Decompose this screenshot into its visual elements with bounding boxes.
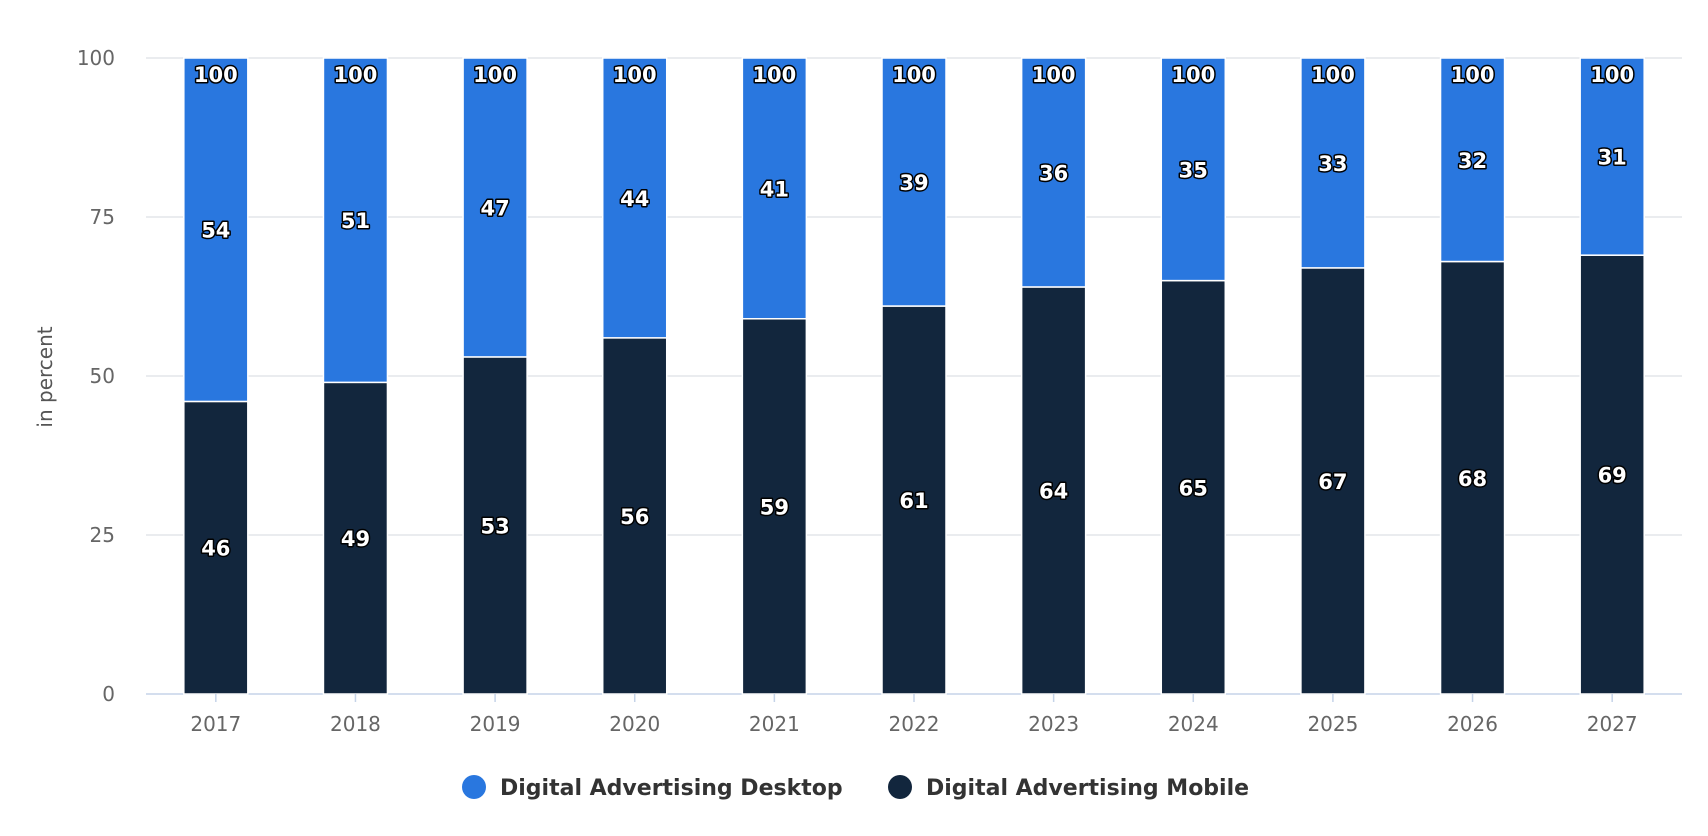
total-label-2019: 100 (473, 63, 517, 87)
total-label-2026: 100 (1451, 63, 1495, 87)
data-label-desktop-2027: 31 (1598, 146, 1627, 170)
bar-desktop-2020 (601, 57, 668, 339)
data-label-mobile-2022: 61 (899, 489, 928, 513)
total-label-2023: 100 (1032, 63, 1076, 87)
data-label-mobile-2019: 53 (480, 514, 509, 538)
data-label-desktop-2023: 36 (1039, 161, 1068, 185)
data-label-mobile-2024: 65 (1179, 476, 1208, 500)
data-label-mobile-2018: 49 (341, 527, 370, 551)
legend-label-0[interactable]: Digital Advertising Desktop (500, 776, 843, 801)
x-tick-label-2020: 2020 (609, 712, 660, 736)
x-tick-label-2024: 2024 (1168, 712, 1219, 736)
data-label-desktop-2025: 33 (1318, 152, 1347, 176)
x-tick-label-2017: 2017 (190, 712, 241, 736)
bar-desktop-2027 (1579, 57, 1645, 256)
y-tick-label: 0 (102, 682, 115, 706)
bar-desktop-2025 (1300, 57, 1366, 269)
total-label-2017: 100 (194, 63, 238, 87)
bar-desktop-2019 (462, 57, 528, 358)
bar-desktop-2023 (1020, 57, 1087, 288)
x-tick-label-2026: 2026 (1447, 712, 1498, 736)
total-label-2025: 100 (1311, 63, 1355, 87)
data-label-mobile-2026: 68 (1458, 467, 1487, 491)
bar-desktop-2026 (1439, 57, 1506, 263)
bars (183, 57, 1645, 695)
bar-mobile-2024 (1160, 279, 1227, 695)
data-label-desktop-2022: 39 (899, 171, 928, 195)
total-label-2024: 100 (1171, 63, 1215, 87)
total-label-2021: 100 (752, 63, 796, 87)
total-label-2020: 100 (613, 63, 657, 87)
data-label-desktop-2024: 35 (1179, 158, 1208, 182)
y-axis-title: in percent (33, 326, 57, 427)
y-tick-label: 25 (90, 523, 115, 547)
data-labels: 46 54 100 49 51 100 53 47 100 56 44 100 59 41 100 61 39 1… (192, 62, 1635, 563)
legend-marker-0[interactable] (462, 775, 486, 799)
x-tick-label-2021: 2021 (749, 712, 800, 736)
bar-mobile-2026 (1439, 260, 1506, 695)
bar-mobile-2023 (1020, 286, 1087, 695)
total-label-2027: 100 (1590, 63, 1634, 87)
legend-marker-1[interactable] (888, 775, 912, 799)
bar-desktop-2024 (1160, 57, 1227, 282)
total-label-2018: 100 (334, 63, 378, 87)
legend-label-1[interactable]: Digital Advertising Mobile (926, 776, 1249, 801)
data-label-desktop-2021: 41 (760, 177, 789, 201)
bar-desktop-2022 (881, 57, 947, 307)
y-tick-label: 75 (90, 205, 115, 229)
data-label-mobile-2020: 56 (620, 505, 649, 529)
data-label-mobile-2023: 64 (1039, 479, 1068, 503)
x-axis: 2017 2018 2019 2020 2021 2022 2023 2024 2025 2026… (190, 694, 1638, 736)
y-axis: 0 25 50 75 100 (77, 46, 115, 706)
bar-mobile-2021 (741, 318, 808, 695)
data-label-desktop-2020: 44 (620, 187, 649, 211)
bar-mobile-2022 (881, 305, 947, 695)
x-tick-label-2018: 2018 (330, 712, 381, 736)
y-tick-label: 50 (90, 364, 115, 388)
data-label-mobile-2025: 67 (1318, 470, 1347, 494)
bar-desktop-2017 (183, 57, 249, 403)
legend: Digital Advertising Desktop Digital Adver… (462, 775, 1249, 801)
data-label-desktop-2017: 54 (201, 219, 230, 243)
bar-mobile-2027 (1579, 254, 1645, 695)
data-label-mobile-2027: 69 (1598, 464, 1627, 488)
x-tick-label-2027: 2027 (1587, 712, 1638, 736)
bar-mobile-2020 (601, 337, 668, 695)
data-label-mobile-2021: 59 (760, 495, 789, 519)
data-label-desktop-2019: 47 (480, 196, 509, 220)
x-tick-label-2023: 2023 (1028, 712, 1079, 736)
data-label-desktop-2026: 32 (1458, 149, 1487, 173)
x-tick-label-2025: 2025 (1307, 712, 1358, 736)
bar-desktop-2021 (741, 57, 808, 320)
y-tick-label: 100 (77, 46, 115, 70)
bar-mobile-2017 (183, 400, 249, 695)
data-label-mobile-2017: 46 (201, 537, 230, 561)
bar-desktop-2018 (322, 57, 389, 384)
data-label-desktop-2018: 51 (341, 209, 370, 233)
total-label-2022: 100 (892, 63, 936, 87)
x-tick-label-2019: 2019 (470, 712, 521, 736)
x-tick-label-2022: 2022 (889, 712, 940, 736)
bar-mobile-2025 (1300, 267, 1366, 695)
